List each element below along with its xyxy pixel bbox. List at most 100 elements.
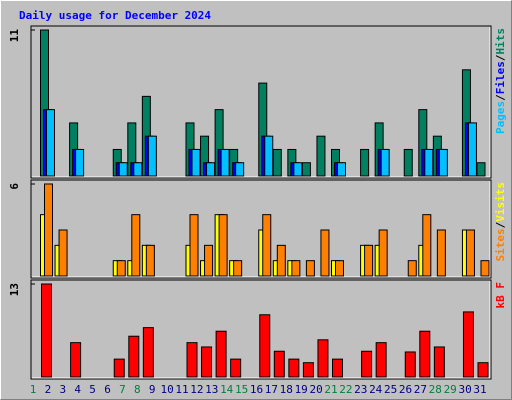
y-tick-label: 11 bbox=[8, 29, 21, 43]
x-tick-label: 20 bbox=[309, 383, 322, 396]
x-tick-label: 1 bbox=[30, 383, 37, 396]
bar bbox=[264, 135, 274, 177]
x-tick-label: 31 bbox=[473, 383, 486, 396]
bar bbox=[128, 335, 140, 378]
x-tick-label: 23 bbox=[354, 383, 367, 396]
bar bbox=[259, 314, 271, 378]
legend-entry: Pages bbox=[494, 101, 507, 134]
bar bbox=[305, 260, 315, 277]
plot-bevel bbox=[32, 27, 491, 178]
bar bbox=[378, 229, 388, 277]
bar bbox=[404, 351, 416, 378]
legend: Pages/Files/Hits bbox=[494, 28, 507, 134]
bar bbox=[201, 346, 213, 378]
bar bbox=[113, 358, 125, 378]
bar bbox=[419, 330, 431, 378]
legend-entry: Files bbox=[494, 61, 507, 94]
bar bbox=[337, 162, 346, 177]
x-tick-label: 3 bbox=[59, 383, 66, 396]
bar bbox=[189, 214, 199, 277]
legend-entry: kB F bbox=[494, 282, 507, 309]
y-tick-label: 6 bbox=[8, 183, 21, 190]
bar bbox=[462, 311, 474, 378]
bar bbox=[465, 229, 475, 277]
x-tick-label: 16 bbox=[250, 383, 263, 396]
x-tick-label: 13 bbox=[205, 383, 218, 396]
bar bbox=[46, 109, 55, 177]
bar bbox=[41, 283, 52, 378]
bar bbox=[361, 350, 373, 378]
bar bbox=[145, 244, 155, 277]
bar bbox=[147, 135, 157, 177]
bar bbox=[118, 162, 128, 177]
bar bbox=[360, 148, 370, 177]
x-tick-label: 22 bbox=[339, 383, 352, 396]
bar bbox=[142, 327, 154, 378]
bar bbox=[75, 148, 85, 177]
x-tick-label: 18 bbox=[280, 383, 293, 396]
legend-separator: / bbox=[494, 54, 507, 61]
legend-separator: / bbox=[494, 221, 507, 228]
bar bbox=[58, 229, 68, 277]
x-tick-label: 9 bbox=[149, 383, 156, 396]
bar bbox=[218, 214, 228, 277]
bar bbox=[293, 162, 303, 177]
x-tick-label: 4 bbox=[74, 383, 81, 396]
bar bbox=[467, 122, 477, 177]
bar bbox=[320, 229, 330, 277]
bar bbox=[438, 148, 448, 177]
bar bbox=[364, 244, 374, 277]
x-tick-label: 7 bbox=[119, 383, 126, 396]
x-tick-label: 14 bbox=[220, 383, 234, 396]
x-tick-label: 2 bbox=[45, 383, 52, 396]
bar bbox=[332, 358, 343, 378]
x-tick-label: 26 bbox=[399, 383, 412, 396]
bar bbox=[131, 214, 141, 277]
legend-entry: Hits bbox=[494, 28, 507, 55]
bar bbox=[477, 362, 489, 378]
bar bbox=[233, 260, 243, 277]
bar bbox=[316, 135, 326, 177]
x-tick-label: 5 bbox=[89, 383, 96, 396]
x-tick-label: 30 bbox=[458, 383, 471, 396]
bar bbox=[380, 148, 390, 177]
bar bbox=[433, 346, 445, 378]
bar bbox=[230, 358, 242, 378]
bar bbox=[116, 260, 126, 277]
bar bbox=[317, 339, 329, 378]
bar bbox=[288, 358, 300, 378]
legend: Sites/Visits bbox=[494, 182, 507, 262]
bar bbox=[335, 260, 344, 277]
x-tick-label: 28 bbox=[429, 383, 442, 396]
x-tick-label: 19 bbox=[295, 383, 308, 396]
legend-separator: / bbox=[494, 94, 507, 101]
y-tick-label: 13 bbox=[8, 283, 21, 296]
bar bbox=[480, 260, 490, 277]
bar bbox=[44, 183, 53, 277]
plot-bevel bbox=[32, 181, 491, 278]
bar bbox=[133, 162, 143, 177]
x-tick-label: 29 bbox=[444, 383, 457, 396]
bar bbox=[191, 148, 201, 177]
bar bbox=[436, 229, 446, 277]
bar bbox=[422, 214, 432, 277]
bar bbox=[272, 148, 282, 177]
bar bbox=[204, 244, 214, 277]
x-tick-label: 10 bbox=[160, 383, 173, 396]
bar bbox=[186, 342, 198, 378]
legend: kB F bbox=[494, 282, 507, 309]
x-tick-label: 24 bbox=[369, 383, 383, 396]
x-tick-label: 25 bbox=[384, 383, 397, 396]
x-tick-label: 17 bbox=[265, 383, 278, 396]
bar bbox=[301, 162, 311, 177]
x-tick-label: 6 bbox=[104, 383, 111, 396]
bar bbox=[302, 362, 314, 378]
plot-bevel bbox=[32, 281, 491, 379]
bar bbox=[273, 350, 285, 378]
bar bbox=[424, 148, 434, 177]
bar bbox=[291, 260, 301, 277]
bar bbox=[220, 148, 230, 177]
bar bbox=[476, 162, 486, 177]
bar bbox=[262, 214, 272, 277]
